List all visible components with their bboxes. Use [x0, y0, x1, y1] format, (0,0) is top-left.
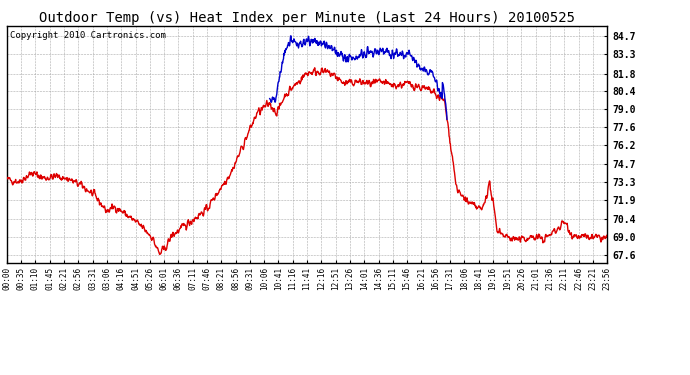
Text: Copyright 2010 Cartronics.com: Copyright 2010 Cartronics.com [10, 31, 166, 40]
Title: Outdoor Temp (vs) Heat Index per Minute (Last 24 Hours) 20100525: Outdoor Temp (vs) Heat Index per Minute … [39, 11, 575, 25]
